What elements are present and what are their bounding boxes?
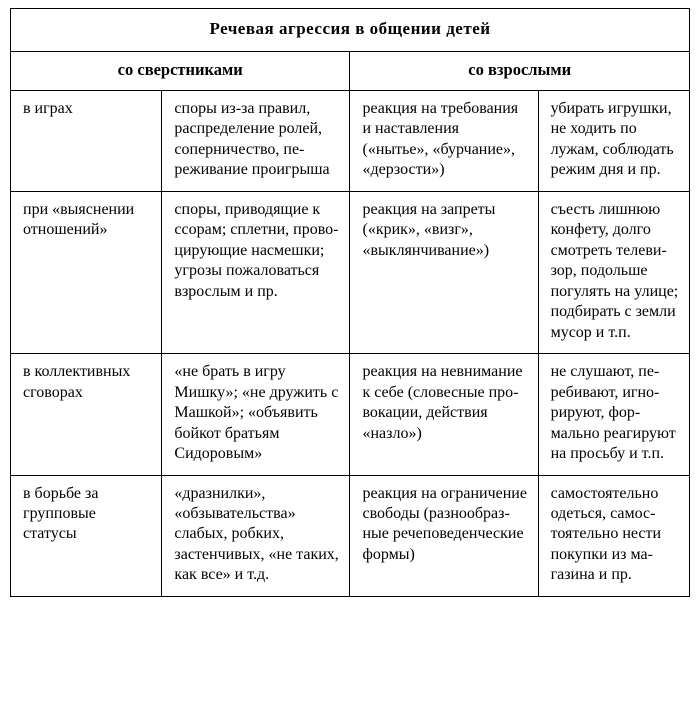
header-adults: со взрослыми [350, 52, 690, 91]
cell-desc-adults: съесть лишнюю конфету, долго смотреть те… [538, 191, 689, 353]
cell-desc-adults: самостоятельно одеться, самос­тоятельно … [538, 475, 689, 596]
cell-desc-adults: не слушают, пе­ребивают, игно­рируют, фо… [538, 354, 689, 475]
cell-context-adults: реакция на зап­реты («крик», «визг», «вы… [350, 191, 538, 353]
cell-context-peers: в играх [11, 91, 162, 192]
aggression-table: Речевая агрессия в общении детей со свер… [10, 8, 690, 597]
page: Речевая агрессия в общении детей со свер… [0, 0, 700, 609]
title-row: Речевая агрессия в общении детей [11, 9, 690, 52]
table-title: Речевая агрессия в общении детей [11, 9, 690, 52]
cell-context-adults: реакция на тре­бования и нас­тавления («… [350, 91, 538, 192]
cell-desc-peers: «дразнилки», «обзывательст­ва» слабых, р… [162, 475, 350, 596]
cell-desc-peers: споры из-за пра­вил, распределе­ние роле… [162, 91, 350, 192]
cell-context-adults: реакция на нев­нимание к себе (словесные… [350, 354, 538, 475]
table-row: в борьбе за групповые статусы «дразнилки… [11, 475, 690, 596]
cell-desc-peers: «не брать в игру Мишку»; «не дружить с М… [162, 354, 350, 475]
table-row: в коллективных сговорах «не брать в игру… [11, 354, 690, 475]
cell-context-peers: при «выясне­нии отноше­ний» [11, 191, 162, 353]
table-row: при «выясне­нии отноше­ний» споры, приво… [11, 191, 690, 353]
cell-desc-peers: споры, приводя­щие к ссорам; сплетни, пр… [162, 191, 350, 353]
cell-context-peers: в борьбе за групповые статусы [11, 475, 162, 596]
cell-context-peers: в коллективных сговорах [11, 354, 162, 475]
cell-desc-adults: убирать игруш­ки, не ходить по лужам, со… [538, 91, 689, 192]
header-peers: со сверстниками [11, 52, 350, 91]
subheader-row: со сверстниками со взрослыми [11, 52, 690, 91]
cell-context-adults: реакция на огра­ничение свобо­ды (разноо… [350, 475, 538, 596]
table-row: в играх споры из-за пра­вил, распределе­… [11, 91, 690, 192]
